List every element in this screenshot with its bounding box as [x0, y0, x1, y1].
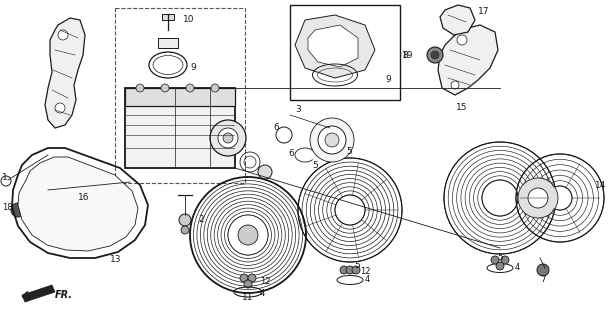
Text: 15: 15 — [456, 103, 468, 113]
Text: 16: 16 — [78, 194, 89, 203]
Text: 12: 12 — [260, 276, 271, 285]
Circle shape — [238, 225, 258, 245]
Text: 10: 10 — [183, 15, 194, 25]
Circle shape — [218, 128, 238, 148]
Circle shape — [335, 195, 365, 225]
Circle shape — [223, 133, 233, 143]
Text: 1: 1 — [2, 173, 8, 182]
Bar — [125, 88, 235, 168]
Circle shape — [211, 84, 219, 92]
Bar — [115, 8, 245, 183]
Circle shape — [340, 266, 348, 274]
Circle shape — [136, 84, 144, 92]
Circle shape — [496, 262, 504, 270]
Circle shape — [55, 103, 65, 113]
Text: 5: 5 — [497, 253, 503, 262]
Circle shape — [482, 180, 518, 216]
Text: 12: 12 — [360, 268, 370, 276]
Text: 4: 4 — [365, 276, 370, 284]
Circle shape — [248, 274, 256, 282]
Circle shape — [11, 203, 25, 217]
Text: 5: 5 — [312, 161, 318, 170]
Text: 13: 13 — [110, 255, 122, 265]
Polygon shape — [295, 15, 375, 78]
Polygon shape — [18, 157, 138, 251]
Text: 4: 4 — [260, 289, 265, 298]
Circle shape — [491, 256, 499, 264]
Circle shape — [258, 165, 272, 179]
Circle shape — [39, 186, 49, 196]
Text: FR.: FR. — [55, 290, 73, 300]
Text: 3: 3 — [295, 106, 301, 115]
Circle shape — [457, 35, 467, 45]
Circle shape — [244, 280, 252, 288]
Text: 9: 9 — [385, 76, 391, 84]
Text: 5: 5 — [354, 261, 360, 270]
Circle shape — [186, 84, 194, 92]
Bar — [162, 14, 174, 20]
Text: 19: 19 — [401, 51, 413, 60]
Circle shape — [346, 266, 354, 274]
Circle shape — [181, 226, 189, 234]
Circle shape — [427, 47, 443, 63]
Circle shape — [501, 256, 509, 264]
Circle shape — [210, 120, 246, 156]
Polygon shape — [22, 285, 55, 302]
Circle shape — [518, 178, 558, 218]
Circle shape — [161, 84, 169, 92]
Text: 18: 18 — [2, 204, 13, 212]
Text: 9: 9 — [190, 63, 196, 73]
Circle shape — [179, 214, 191, 226]
Bar — [125, 88, 235, 106]
Polygon shape — [438, 25, 498, 95]
Circle shape — [537, 264, 549, 276]
Circle shape — [240, 274, 248, 282]
Text: 7: 7 — [540, 276, 546, 284]
Circle shape — [310, 118, 354, 162]
Circle shape — [58, 30, 68, 40]
Text: 14: 14 — [595, 180, 606, 189]
Circle shape — [325, 133, 339, 147]
Circle shape — [431, 51, 439, 59]
Text: 2: 2 — [198, 215, 203, 225]
Circle shape — [228, 215, 268, 255]
Circle shape — [451, 81, 459, 89]
Circle shape — [548, 186, 572, 210]
Bar — [290, 5, 400, 100]
Circle shape — [352, 266, 360, 274]
Text: 4: 4 — [515, 263, 520, 273]
Polygon shape — [308, 25, 358, 67]
Polygon shape — [440, 5, 475, 35]
Text: 8: 8 — [402, 51, 408, 60]
Circle shape — [528, 188, 548, 208]
Circle shape — [1, 176, 11, 186]
Bar — [158, 38, 178, 48]
Circle shape — [318, 126, 346, 154]
Text: 17: 17 — [478, 7, 489, 17]
Text: 6: 6 — [288, 148, 294, 157]
Text: 5: 5 — [346, 148, 352, 156]
Text: 6: 6 — [273, 124, 279, 132]
Text: 11: 11 — [242, 293, 254, 302]
Polygon shape — [45, 18, 85, 128]
